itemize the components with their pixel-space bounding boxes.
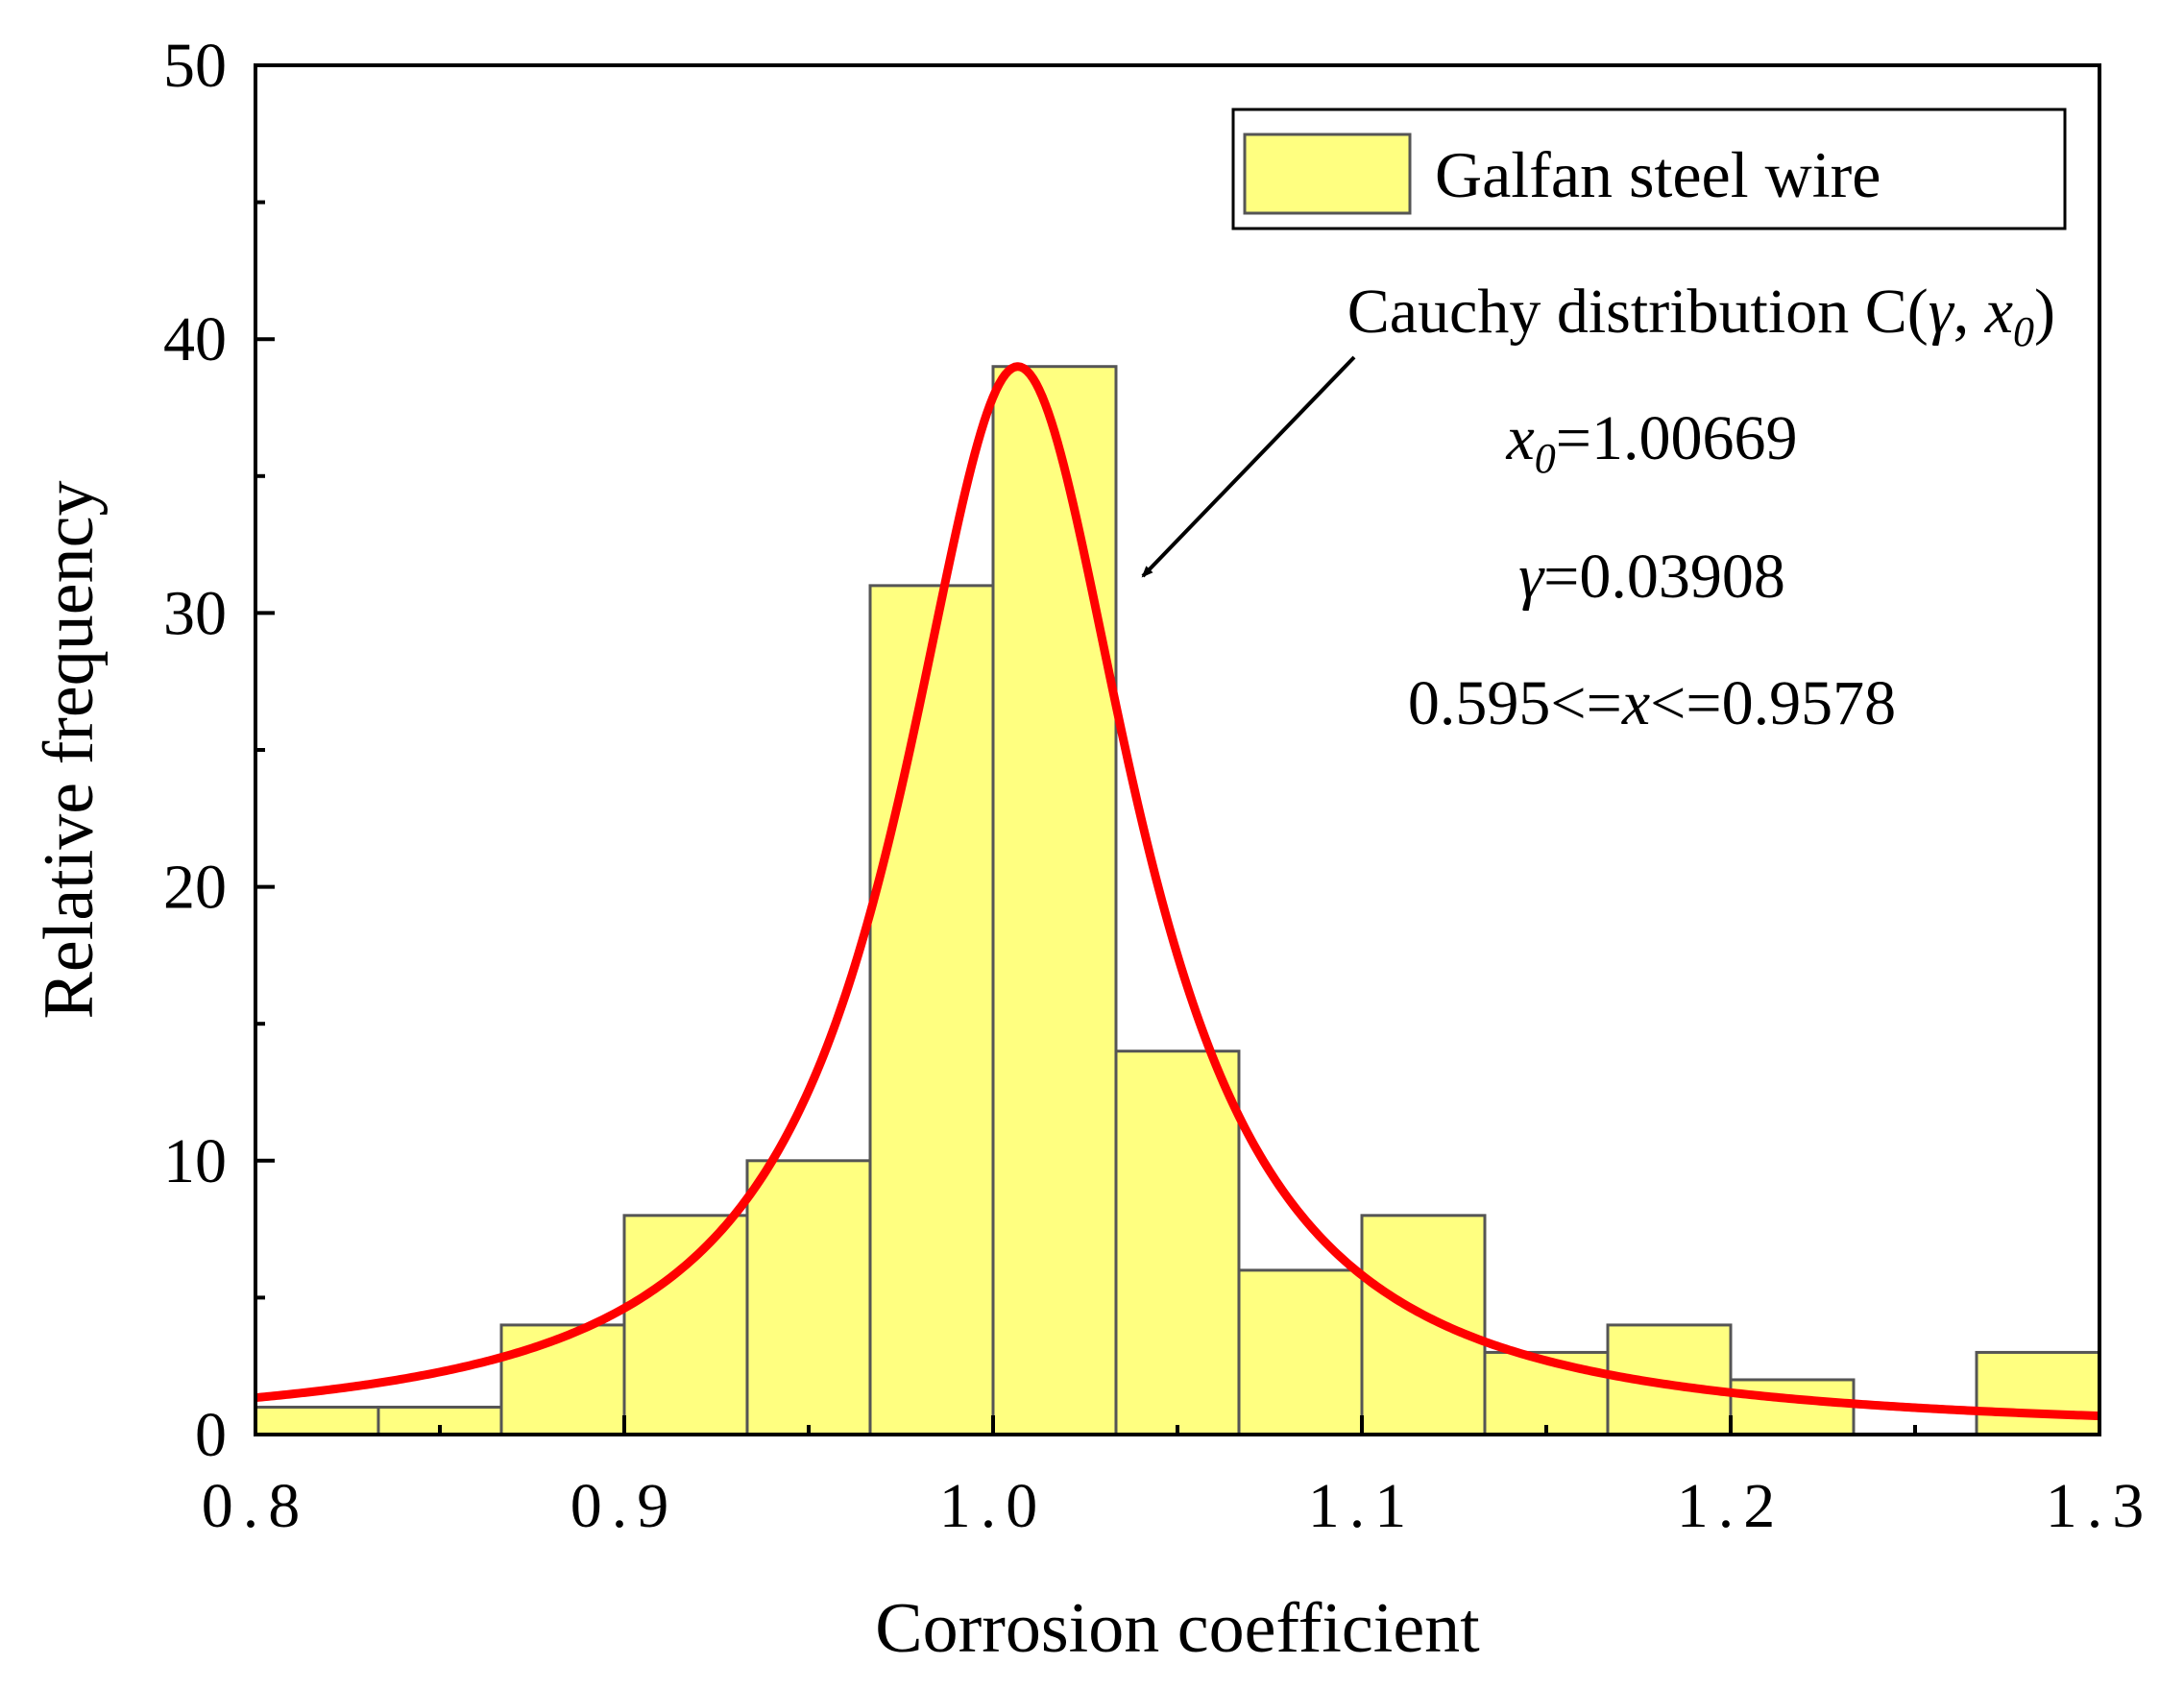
histogram-bar bbox=[1237, 1268, 1364, 1436]
cauchy-fit-curve bbox=[255, 362, 2099, 1421]
x-tick-label: 1.1 bbox=[1308, 1471, 1417, 1541]
histogram-bar bbox=[1729, 1378, 1856, 1436]
curve-annotation: Cauchy distribution C(γ, x0) x0=1.00669 … bbox=[1141, 277, 2055, 738]
y-tick-label: 40 bbox=[163, 304, 227, 374]
histogram-bar bbox=[1114, 1050, 1241, 1436]
annotation-arrow bbox=[1141, 355, 1356, 578]
y-tick-label: 30 bbox=[163, 578, 227, 648]
histogram-bar bbox=[622, 1214, 749, 1436]
x-tick-label: 1.0 bbox=[939, 1471, 1048, 1541]
y-tick-label: 10 bbox=[163, 1126, 227, 1196]
gamma-param: γ=0.03908 bbox=[1518, 542, 1785, 612]
legend-swatch bbox=[1243, 133, 1412, 215]
legend-label: Galfan steel wire bbox=[1435, 138, 1881, 211]
histogram-bar bbox=[254, 1405, 380, 1436]
x0-param: x0=1.00669 bbox=[1505, 403, 1797, 482]
y-tick-label: 50 bbox=[163, 31, 227, 101]
y-axis-ticks: 0 10 20 30 40 50 bbox=[163, 31, 275, 1470]
histogram-bar bbox=[991, 365, 1118, 1436]
y-axis-title: Relative frequency bbox=[30, 481, 109, 1020]
histogram-bar bbox=[499, 1323, 626, 1436]
range-param: 0.595<=x<=0.9578 bbox=[1408, 668, 1896, 738]
histogram-bar bbox=[745, 1159, 872, 1436]
y-tick-label: 20 bbox=[163, 853, 227, 923]
histogram-bar bbox=[1975, 1350, 2101, 1436]
x-tick-label: 0.9 bbox=[570, 1471, 679, 1541]
legend: Galfan steel wire bbox=[1231, 108, 2067, 230]
x-tick-label: 0.8 bbox=[202, 1471, 310, 1541]
y-tick-label: 0 bbox=[195, 1400, 227, 1470]
histogram-bar bbox=[868, 584, 995, 1436]
histogram-bar bbox=[1360, 1214, 1487, 1436]
x-tick-label: 1.3 bbox=[2046, 1471, 2154, 1541]
histogram-bars bbox=[254, 365, 2101, 1436]
x-axis-ticks: 0.8 0.9 1.0 1.1 1.2 1.3 bbox=[202, 1415, 2154, 1541]
x-tick-label: 1.2 bbox=[1677, 1471, 1785, 1541]
x-axis-title: Corrosion coefficient bbox=[875, 1589, 1480, 1668]
curve-label: Cauchy distribution C(γ, x0) bbox=[1347, 277, 2055, 355]
